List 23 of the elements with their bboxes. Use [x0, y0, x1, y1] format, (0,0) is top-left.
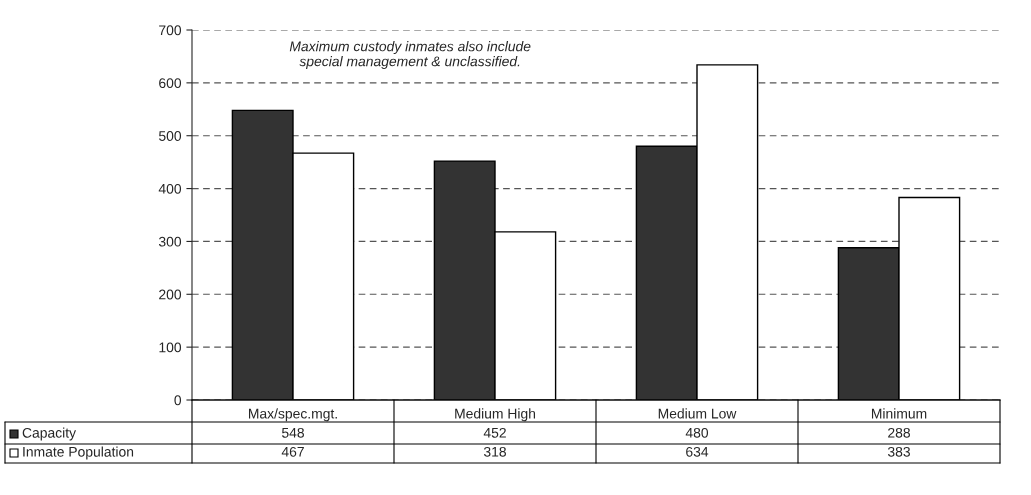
data-label: 634 — [686, 446, 709, 457]
y-tick-label: 400 — [158, 183, 182, 194]
data-label: 288 — [888, 427, 910, 438]
data-label: 548 — [281, 427, 304, 438]
y-tick-label: 200 — [159, 289, 182, 300]
x-tick-label: Max/spec.mgt. — [248, 408, 337, 422]
y-tick-label: 500 — [158, 131, 182, 141]
y-tick-label: 600 — [159, 78, 182, 89]
legend-label: Inmate Population — [23, 446, 134, 460]
data-label: 318 — [483, 446, 506, 457]
x-tick-label: Minimum — [871, 408, 927, 419]
data-label: 480 — [685, 427, 709, 438]
y-tick-label: 0 — [174, 395, 182, 406]
data-label: 383 — [887, 446, 910, 457]
x-tick-label: Medium High — [455, 408, 536, 422]
legend-label: Capacity — [22, 427, 77, 441]
y-tick-label: 300 — [158, 236, 182, 247]
data-label: 452 — [483, 427, 506, 438]
data-label: 467 — [281, 446, 304, 457]
y-tick-label: 700 — [159, 25, 182, 36]
y-tick-label: 100 — [159, 342, 182, 353]
annotation: Maximum custody inmates also include special management & unclassified. — [289, 41, 531, 70]
x-tick-label: Medium Low — [658, 408, 737, 419]
